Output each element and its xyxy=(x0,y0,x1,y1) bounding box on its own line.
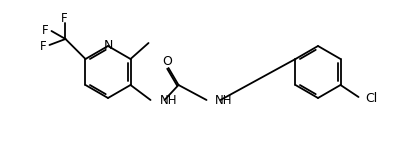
Text: F: F xyxy=(42,24,49,37)
Text: F: F xyxy=(40,40,47,53)
Text: NH: NH xyxy=(214,95,232,107)
Text: NH: NH xyxy=(160,95,177,107)
Text: O: O xyxy=(162,54,172,67)
Text: N: N xyxy=(103,38,113,52)
Text: F: F xyxy=(61,12,68,25)
Text: Cl: Cl xyxy=(366,92,378,106)
